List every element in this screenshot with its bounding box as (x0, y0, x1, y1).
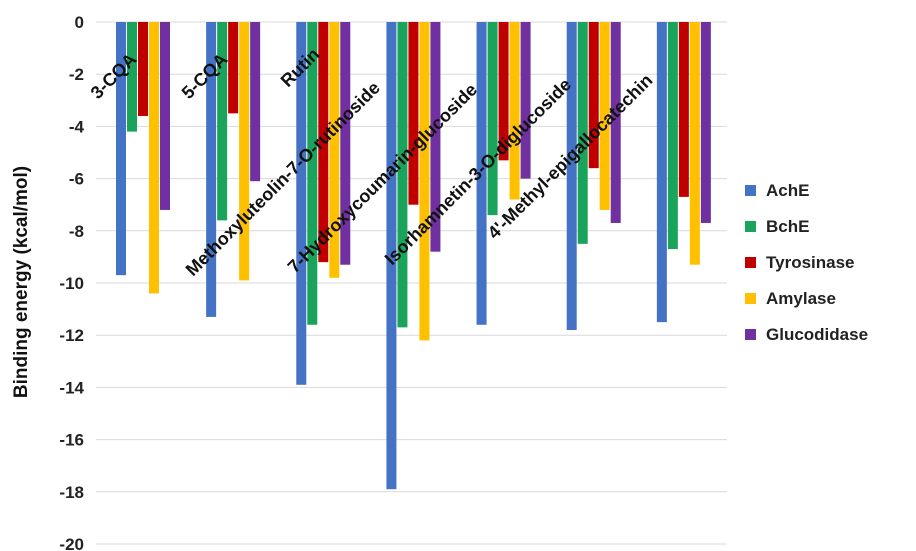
bar-glucodidase-7 (700, 22, 711, 223)
legend-swatch (745, 221, 756, 232)
bar-bche-1 (127, 22, 137, 132)
bar-ache-4 (386, 22, 397, 490)
legend-label: Tyrosinase (766, 253, 855, 272)
y-tick-label: -4 (69, 117, 85, 136)
bar-glucodidase-5 (520, 22, 531, 179)
bar-amylase-2 (239, 22, 250, 281)
bar-tyrosinase-1 (138, 22, 148, 116)
bar-ache-5 (476, 22, 487, 325)
bar-amylase-4 (419, 22, 430, 341)
y-tick-label: 0 (75, 13, 84, 32)
legend-label: Amylase (766, 289, 836, 308)
legend-label: BchE (766, 217, 809, 236)
bar-tyrosinase-6 (588, 22, 599, 169)
y-axis-ticks: 0 -2 -4 -6 -8 -10 -12 -14 -16 -18 -20 (59, 13, 84, 551)
y-tick-label: -10 (59, 274, 84, 293)
y-tick-label: -12 (59, 326, 84, 345)
legend-swatch (745, 329, 756, 340)
y-tick-label: -18 (59, 483, 84, 502)
bar-tyrosinase-5 (498, 22, 509, 161)
bar-glucodidase-4 (430, 22, 441, 252)
legend-swatch (745, 185, 756, 196)
bar-bche-7 (667, 22, 678, 250)
bar-ache-7 (656, 22, 667, 323)
y-tick-label: -2 (69, 65, 84, 84)
legend-swatch (745, 257, 756, 268)
bar-ache-2 (206, 22, 217, 317)
bars (116, 22, 711, 490)
bar-tyrosinase-2 (228, 22, 239, 114)
bar-bche-6 (577, 22, 588, 244)
bar-bche-4 (397, 22, 408, 328)
bar-bche-3 (307, 22, 318, 325)
bar-bche-5 (487, 22, 498, 216)
y-tick-label: -16 (59, 431, 84, 450)
bar-amylase-5 (509, 22, 520, 200)
bar-tyrosinase-3 (318, 22, 329, 263)
bar-amylase-1 (149, 22, 159, 294)
bar-glucodidase-6 (610, 22, 621, 223)
bar-glucodidase-2 (250, 22, 261, 182)
y-tick-label: -20 (59, 535, 84, 551)
bar-amylase-7 (689, 22, 700, 265)
y-tick-label: -14 (59, 378, 84, 397)
bar-ache-1 (116, 22, 126, 276)
bar-amylase-3 (329, 22, 340, 278)
legend: AchE BchE Tyrosinase Amylase Glucodidase (745, 181, 868, 344)
legend-label: Glucodidase (766, 325, 868, 344)
legend-swatch (745, 293, 756, 304)
y-tick-label: -6 (69, 170, 84, 189)
bar-tyrosinase-4 (408, 22, 419, 205)
bar-glucodidase-3 (340, 22, 351, 265)
bar-ache-6 (566, 22, 577, 330)
bar-amylase-6 (599, 22, 610, 210)
bar-ache-3 (296, 22, 307, 385)
bar-glucodidase-1 (160, 22, 170, 210)
legend-label: AchE (766, 181, 809, 200)
gridlines (96, 21, 727, 545)
y-tick-label: -8 (69, 222, 84, 241)
bar-tyrosinase-7 (678, 22, 689, 197)
y-axis-title: Binding energy (kcal/mol) (11, 166, 32, 398)
bar-bche-2 (217, 22, 228, 221)
